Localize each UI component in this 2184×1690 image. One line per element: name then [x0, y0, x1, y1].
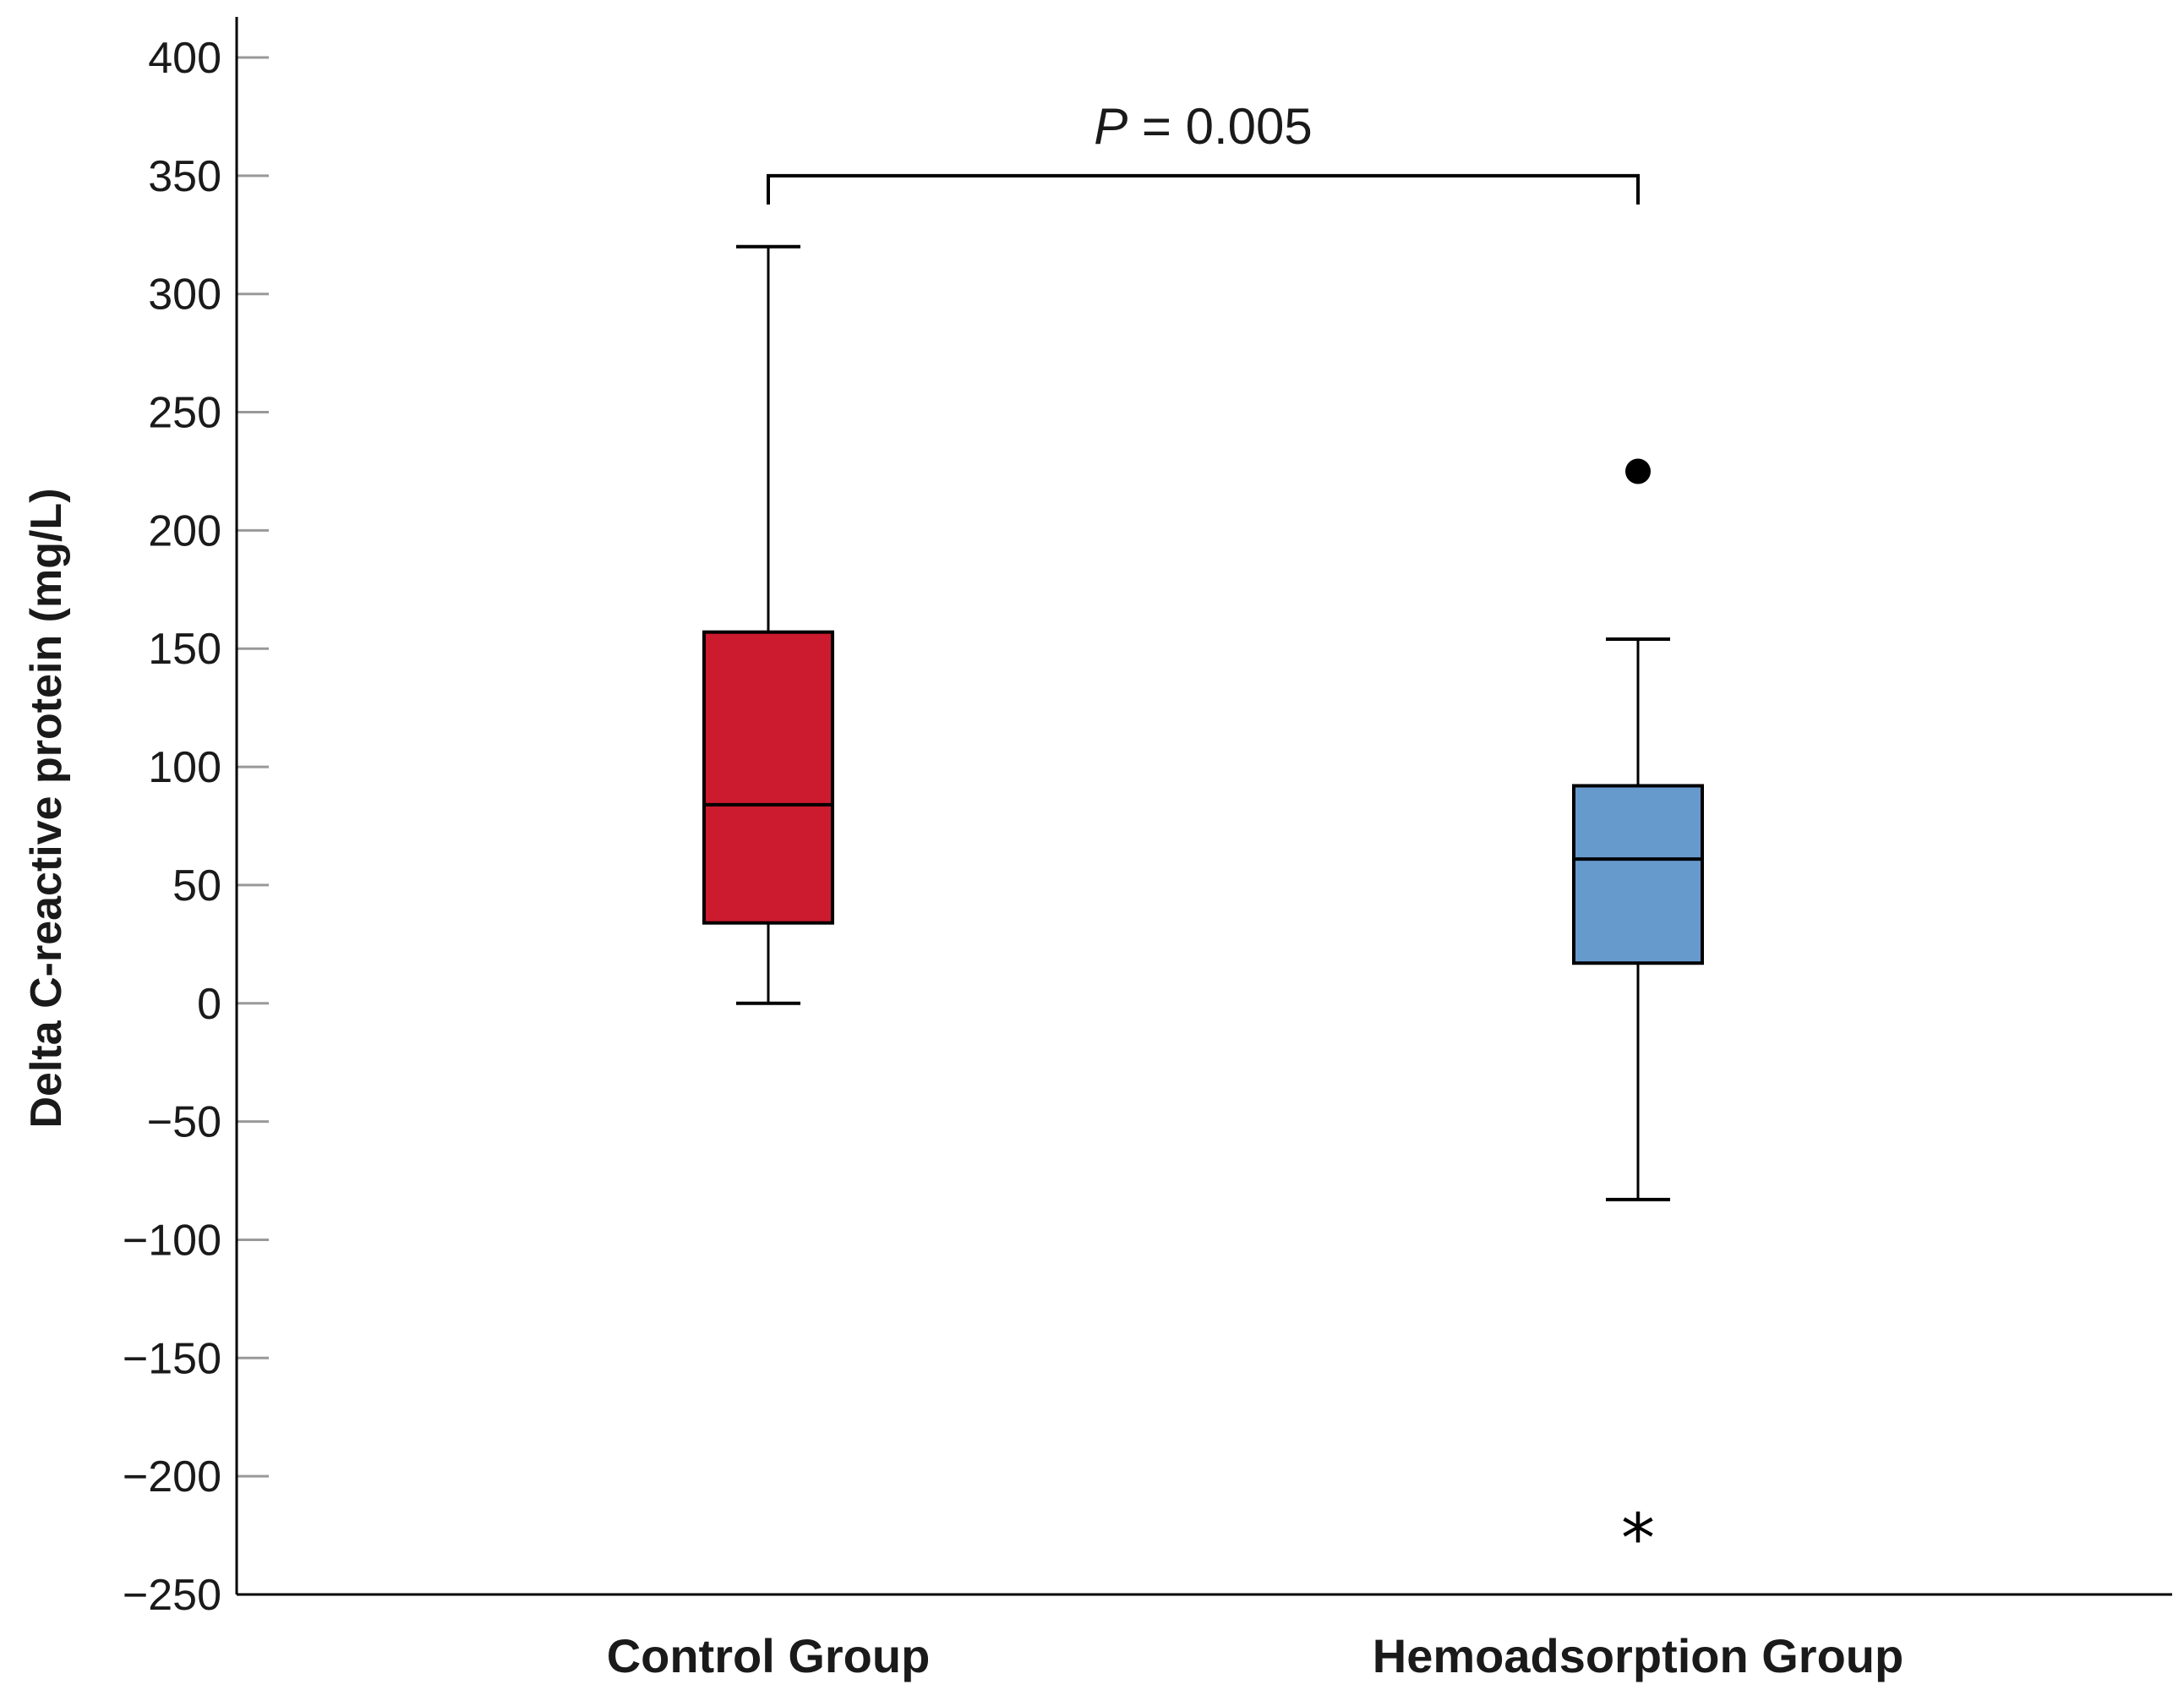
y-tick-label: 50 [172, 861, 221, 911]
y-axis-tick-labels: 400 350 300 250 200 150 100 50 0 −50 −100 −150 −200 −… [123, 34, 221, 1620]
y-axis-title: Delta C-reactive protein (mg/L) [22, 488, 71, 1128]
x-category-label: Hemoadsorption Group [1373, 1629, 1903, 1682]
outlier-point [1625, 458, 1651, 484]
extreme-outlier-point: * [1621, 1500, 1655, 1578]
iqr-box [702, 630, 834, 925]
y-tick-label: −50 [147, 1098, 221, 1147]
y-tick-label: 400 [148, 34, 221, 83]
y-tick-label: 250 [148, 389, 221, 438]
p-italic: P [1094, 98, 1127, 155]
y-tick-label: 0 [197, 980, 221, 1029]
y-tick-label: −100 [123, 1216, 221, 1265]
significance-bracket [767, 173, 1640, 205]
box-hemoadsorption: * [1572, 458, 1704, 1578]
y-tick-label: −150 [123, 1334, 221, 1383]
boxes-layer: * [702, 244, 1704, 1578]
y-tick-label: 350 [148, 152, 221, 201]
y-tick-label: −200 [123, 1452, 221, 1501]
box-control [702, 244, 834, 1005]
iqr-box [1572, 784, 1704, 965]
y-tick-label: 300 [148, 271, 221, 320]
p-value: = 0.005 [1127, 98, 1313, 155]
significance-annotation: P = 0.005 [767, 98, 1640, 205]
x-axis-category-labels: Control Group Hemoadsorption Group [607, 1629, 1904, 1682]
y-tick-label: 150 [148, 625, 221, 674]
significance-label: P = 0.005 [1094, 98, 1313, 155]
y-axis-ticks [237, 56, 269, 1596]
x-category-label: Control Group [607, 1629, 931, 1682]
y-tick-label: −250 [123, 1571, 221, 1620]
y-tick-label: 100 [148, 743, 221, 792]
y-tick-label: 200 [148, 506, 221, 555]
